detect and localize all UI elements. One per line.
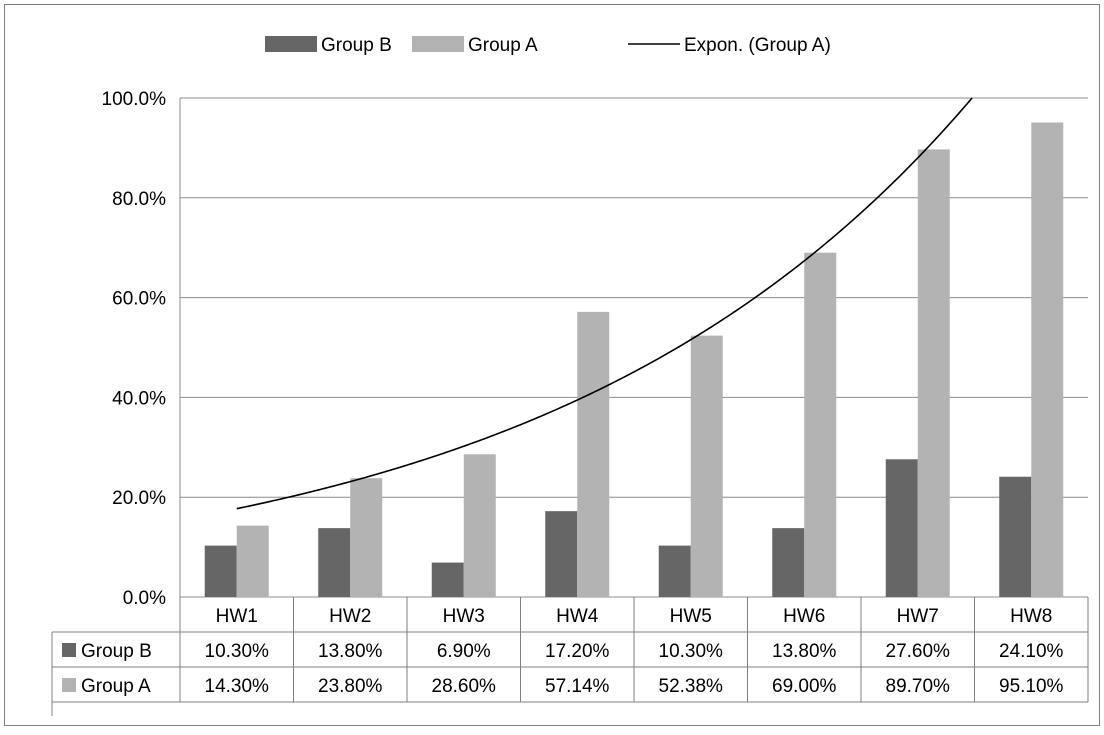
y-axis-tick-labels: 0.0% 20.0% 40.0% 60.0% 80.0% 100.0% [102,89,167,609]
x-tick-label-hw1: HW1 [216,606,258,627]
bar-group-a-hw3 [463,454,496,597]
table-cell-group-a-hw4: 57.14% [545,676,610,697]
bar-group-b-hw4 [545,511,578,597]
data-table: HW1 HW2 HW3 HW4 HW5 HW6 HW7 HW8 Group B 10.30% 13.… [51,597,1089,716]
y-tick-label-3: 60.0% [112,289,166,310]
legend-label-expon-group-a: Expon. (Group A) [684,35,831,56]
y-tick-label-4: 80.0% [112,189,166,210]
legend: Group B Group A Expon. (Group A) [265,35,831,56]
table-cell-group-a-hw5: 52.38% [659,676,724,697]
table-cell-group-a-hw1: 14.30% [205,676,270,697]
trendline-group [236,97,973,510]
bar-group-a-hw7 [917,149,950,597]
legend-swatch-group-b [265,36,317,52]
trendline-group-a [236,97,973,510]
bar-group-b-hw2 [318,528,351,597]
y-tick-label-5: 100.0% [102,89,167,110]
bar-group-a-hw2 [350,478,383,597]
bar-group-a-hw1 [236,525,269,597]
table-cell-group-a-hw3: 28.60% [432,676,497,697]
table-row-label-group-a: Group A [81,676,151,697]
x-tick-label-hw3: HW3 [443,606,485,627]
x-tick-label-hw2: HW2 [329,606,371,627]
table-row-label-group-b: Group B [81,641,152,662]
bar-group-a-hw8 [1031,122,1064,598]
bar-group-b-hw1 [204,545,237,597]
bar-group-a-hw5 [690,335,723,597]
table-legend-key-group-a [62,678,76,692]
bar-group-a-hw4 [577,311,610,597]
table-cell-group-b-hw8: 24.10% [999,641,1064,662]
bar-group-b-hw5 [658,545,691,597]
x-tick-label-hw4: HW4 [556,606,599,627]
table-cell-group-b-hw6: 13.80% [772,641,837,662]
x-tick-label-hw7: HW7 [897,606,939,627]
bar-group-b-hw8 [999,476,1032,597]
table-cell-group-b-hw1: 10.30% [205,641,270,662]
legend-label-group-a: Group A [468,35,538,56]
y-tick-label-0: 0.0% [123,588,166,609]
bar-group-b-hw3 [431,562,464,597]
table-cell-group-a-hw7: 89.70% [886,676,951,697]
table-cell-group-b-hw2: 13.80% [318,641,383,662]
table-cell-group-a-hw2: 23.80% [318,676,383,697]
table-cell-group-b-hw3: 6.90% [437,641,491,662]
table-cell-group-b-hw7: 27.60% [886,641,951,662]
table-cell-group-b-hw5: 10.30% [659,641,724,662]
y-tick-label-2: 40.0% [112,388,166,409]
chart-border [4,4,1100,726]
legend-swatch-group-a [412,36,464,52]
table-cell-group-b-hw4: 17.20% [545,641,610,662]
x-tick-label-hw6: HW6 [783,606,825,627]
legend-label-group-b: Group B [321,35,392,56]
y-tick-label-1: 20.0% [112,488,166,509]
x-tick-label-hw8: HW8 [1010,606,1052,627]
bar-group-a-hw6 [804,252,837,597]
bar-group-b-hw6 [772,528,805,597]
table-cell-group-a-hw8: 95.10% [999,676,1064,697]
x-tick-label-hw5: HW5 [670,606,712,627]
bar-group-b-hw7 [885,459,918,597]
table-legend-key-group-b [62,643,76,657]
bars [204,122,1064,598]
table-cell-group-a-hw6: 69.00% [772,676,837,697]
